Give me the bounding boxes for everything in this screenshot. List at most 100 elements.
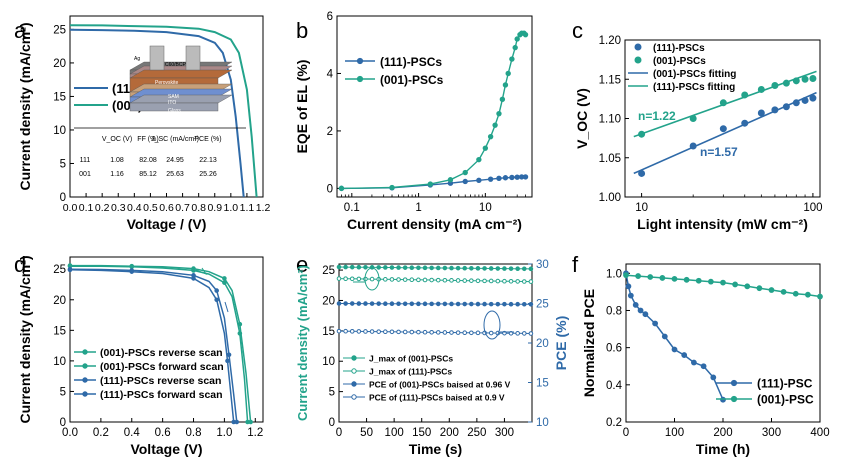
legend-marker (730, 379, 738, 387)
x-tick-label: 1.0 (216, 427, 232, 439)
tracking-point (402, 329, 408, 335)
y2-tick-label: 20 (536, 338, 549, 350)
panel-letter-c: c (572, 18, 583, 43)
eqe-point (338, 185, 345, 192)
layer-label: Perovskite (155, 80, 179, 86)
jv-scan-point (245, 419, 250, 425)
legend-marker (82, 391, 88, 397)
tracking-point (521, 301, 527, 307)
stability-point (627, 292, 634, 299)
tracking-point (455, 301, 461, 307)
tracking-point (482, 266, 487, 271)
tracking-point (482, 278, 487, 284)
stability-point (625, 283, 632, 290)
jv-scan-3 (69, 269, 235, 423)
legend-label: J_max of (001)-PSCs (369, 354, 453, 364)
x-tick-label: 1.1 (240, 202, 255, 214)
x-tick-label: 0.2 (95, 202, 110, 214)
tracking-point (396, 301, 401, 307)
legend-marker (634, 56, 642, 64)
stability-point (700, 363, 707, 370)
x-tick-label: 1.0 (224, 202, 239, 214)
eqe-point (496, 110, 502, 117)
jv-scan-point (191, 276, 196, 281)
eqe-point (509, 174, 515, 181)
tracking-point (416, 301, 421, 307)
tracking-point (488, 330, 494, 336)
stability-point (623, 272, 629, 279)
eqe-point (509, 56, 515, 62)
tracking-point (409, 329, 415, 335)
y-tick-label: 25 (322, 265, 335, 277)
stability-point (671, 346, 678, 353)
tracking-point (383, 277, 388, 282)
tracking-point (455, 265, 461, 271)
tracking-point (455, 330, 461, 335)
y-tick-label: 1.0 (606, 268, 622, 280)
table-cell: 1.08 (110, 157, 124, 164)
tracking-point (409, 265, 415, 271)
tracking-point (528, 266, 534, 272)
voc-point (741, 91, 749, 99)
x-tick-label: 200 (713, 427, 732, 439)
stability-point (642, 311, 649, 318)
tracking-point (442, 301, 448, 307)
jv-scan-point (129, 269, 135, 274)
stability-point (632, 301, 639, 308)
x-tick-label: 100 (385, 427, 404, 439)
tracking-point (469, 301, 474, 307)
tracking-point (495, 301, 501, 307)
jv-curve-1 (69, 24, 258, 198)
y-tick-label: 0 (327, 183, 333, 195)
jv-scan-point (191, 268, 196, 273)
y-axis-label: V_OC (V) (574, 88, 590, 149)
table-cell: 85.12 (139, 171, 157, 178)
y-tick-label: 20 (322, 295, 335, 307)
layer-top (129, 69, 233, 79)
tracking-point (429, 265, 434, 271)
panel-b: 0.1 1 10 0 2 4 6 Current density (mA cm⁻²) EQE o… (294, 11, 533, 232)
tracking-point (475, 330, 481, 336)
tracking-point (429, 301, 434, 307)
x-tick-label: 1.2 (256, 202, 271, 214)
eqe-point (447, 177, 454, 183)
y-tick-label: 25 (53, 264, 66, 276)
tracking-point (462, 330, 468, 335)
panel-letter-e: e (296, 252, 308, 277)
tracking-point (363, 264, 368, 270)
tracking-point (502, 301, 507, 307)
x-tick-label: 0.0 (63, 202, 78, 214)
x-tick-label: 0.8 (191, 202, 206, 214)
tracking-point (349, 301, 355, 306)
tracking-point (416, 277, 421, 283)
tracking-point (369, 329, 375, 334)
table-cell: 001 (79, 171, 91, 178)
tracking-point (502, 266, 507, 271)
legend-marker (351, 355, 357, 361)
y2-tick-label: 15 (536, 378, 549, 390)
jv-scan-2 (69, 268, 238, 423)
tracking-point (449, 278, 454, 283)
x-tick-label: 0.9 (207, 202, 222, 214)
x-tick-label: 0 (623, 427, 629, 439)
tracking-point (495, 266, 501, 271)
panel-c: 10 100 1.00 1.05 1.10 1.15 1.20 Light intensity… (574, 35, 823, 232)
tracking-point (462, 301, 468, 307)
y-tick-label: 1.15 (599, 74, 621, 86)
x-axis-label: Voltage / (V) (127, 216, 207, 232)
plot-frame (336, 15, 533, 198)
y-tick-label: 0.4 (606, 380, 623, 392)
x-axis-label: Voltage (V) (130, 441, 202, 457)
tracking-point (475, 278, 481, 284)
electrode (185, 45, 201, 71)
y2-axis-label: PCE (%) (553, 316, 569, 370)
voc-point (689, 142, 697, 150)
panel-e: 0 50 100 150 200 250 300 0 5 10 15 20 25 Time (s) Curr… (295, 259, 569, 457)
tracking-point (409, 277, 415, 283)
stability-point (659, 275, 666, 281)
tracking-point (422, 265, 428, 271)
tracking-point (488, 278, 494, 284)
panel-f: 0 100 200 300 400 0.2 0.4 0.6 0.8 1.0 Time (h) Norm… (581, 263, 830, 457)
stability-curve-1 (625, 274, 821, 298)
tracking-point (402, 265, 408, 270)
